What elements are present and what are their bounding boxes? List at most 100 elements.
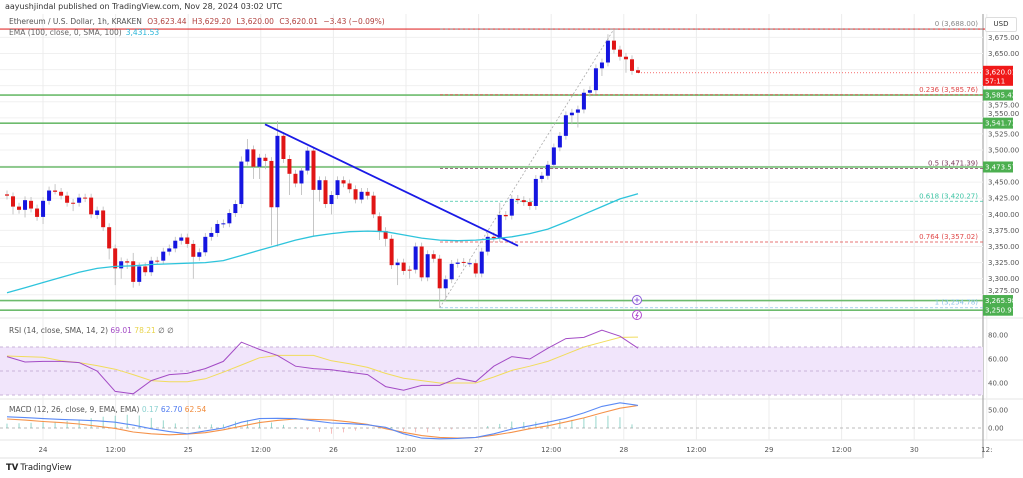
candle-body [329,195,334,205]
price-axis-label: 3,450.00 [988,179,1019,187]
rsi-label: RSI (14, close, SMA, 14, 2) [9,326,109,335]
low-value: L3,620.00 [236,17,274,26]
trendline [264,123,519,247]
candle-body [173,240,178,249]
high-value: H3,629.20 [191,17,231,26]
candle-body [636,70,640,73]
price-level-tag [983,304,1013,316]
candle-body [557,135,562,148]
price-axis-label: 3,650.00 [988,50,1019,58]
plus-circle-icon[interactable] [632,295,642,305]
last-price-label: 3,620.01 [985,68,1016,76]
candle-body [41,200,46,217]
candle-body [287,159,292,174]
lightning-icon-ring [632,310,642,320]
price-axis-label: 3,325.00 [988,259,1019,267]
candle-body [239,161,244,205]
candle-body [299,170,304,184]
change-value: −3.43 (−0.09%) [323,17,385,26]
price-level-tag [983,89,1013,101]
price-level-tag-label: 3,585.42 [985,92,1016,100]
candle-body [443,279,448,289]
currency-button[interactable]: USD [985,17,1017,32]
price-level-tag-label: 3,250.97 [985,307,1016,315]
time-axis-label: 26 [329,446,338,454]
macd-histogram-value: 0.17 [141,405,159,414]
plus-circle-icon-glyph [634,297,640,303]
price-axis-label: 3,500.00 [988,146,1019,154]
tradingview-logo[interactable]: TV TradingView [6,463,72,473]
price-axis-label: 3,425.00 [988,195,1019,203]
rsi-sma-line [6,336,639,384]
candle-body [209,232,214,237]
candle-body [575,109,580,113]
candle-body [497,214,502,239]
symbol-legend: Ethereum / U.S. Dollar, 1h, KRAKEN O3,62… [9,17,388,26]
fib-level-label: 1 (3,254.78) [935,299,979,307]
candle-body [623,56,628,60]
price-axis-label: 3,300.00 [988,275,1019,283]
price-axis-label: 3,400.00 [988,211,1019,219]
ema-legend[interactable]: EMA (100, close, 0, SMA, 100) 3,431.53 [9,28,159,37]
candle-body [467,263,472,265]
candle-body [275,135,280,208]
candle-body [71,202,76,204]
candle-body [425,254,430,278]
price-level-tag-label: 3,265.98 [985,297,1016,305]
candle-body [167,248,172,252]
close-value: C3,620.01 [279,17,318,26]
candle-body [95,210,100,215]
candle-body [593,68,598,91]
candle-body [629,59,634,71]
candle-body [473,263,478,274]
candle-body [17,206,22,210]
time-axis-label: 12:00 [832,446,852,454]
published-by: aayushjindal published on TradingView.co… [5,2,283,11]
rsi-legend[interactable]: RSI (14, close, SMA, 14, 2) 69.01 78.21 … [9,326,174,335]
fib-level-label: 0.764 (3,357.02) [919,233,978,241]
candle-body [419,246,424,278]
rsi-axis-label: 80.00 [988,332,1008,340]
macd-signal-line [6,404,639,439]
candle-body [317,180,322,190]
candle-body [599,62,604,69]
candle-body [617,49,622,57]
candle-body [449,263,454,280]
price-axis-label: 3,575.00 [988,101,1019,109]
candle-body [47,190,52,201]
candle-body [257,157,262,167]
candle-body [341,180,346,184]
symbol-name[interactable]: Ethereum / U.S. Dollar, 1h, KRAKEN [9,17,142,26]
lightning-icon[interactable] [632,310,642,320]
time-axis-label: 12:00 [106,446,126,454]
tradingview-logo-text: TradingView [20,463,72,473]
time-axis-label: 12:00 [251,446,271,454]
candle-body [377,216,382,232]
candle-body [515,198,520,201]
ema-line [6,193,639,294]
candle-body [227,213,232,224]
candle-body [23,200,28,210]
rsi-extra: ∅ ∅ [158,326,174,335]
fib-level-label: 0.236 (3,585.76) [919,86,978,94]
price-level-tag-label: 3,473.57 [985,163,1016,171]
candle-body [113,248,118,269]
fib-level-label: 0 (3,688.00) [935,20,979,28]
candle-body [5,194,9,196]
rsi-sma-value: 78.21 [134,326,156,335]
price-level-tag [983,161,1013,173]
candle-body [83,197,88,199]
candle-body [437,258,442,289]
candle-body [59,191,64,196]
candle-body [347,183,352,190]
macd-legend[interactable]: MACD (12, 26, close, 9, EMA, EMA) 0.17 6… [9,405,206,414]
rsi-axis-label: 60.00 [988,356,1008,364]
tradingview-logo-mark: TV [6,463,19,473]
candle-body [455,262,460,264]
candle-body [11,196,16,207]
candle-body [389,238,394,266]
fib-level-label: 0.5 (3,471.39) [928,159,978,167]
candle-body [143,266,148,273]
candle-body [395,262,400,266]
